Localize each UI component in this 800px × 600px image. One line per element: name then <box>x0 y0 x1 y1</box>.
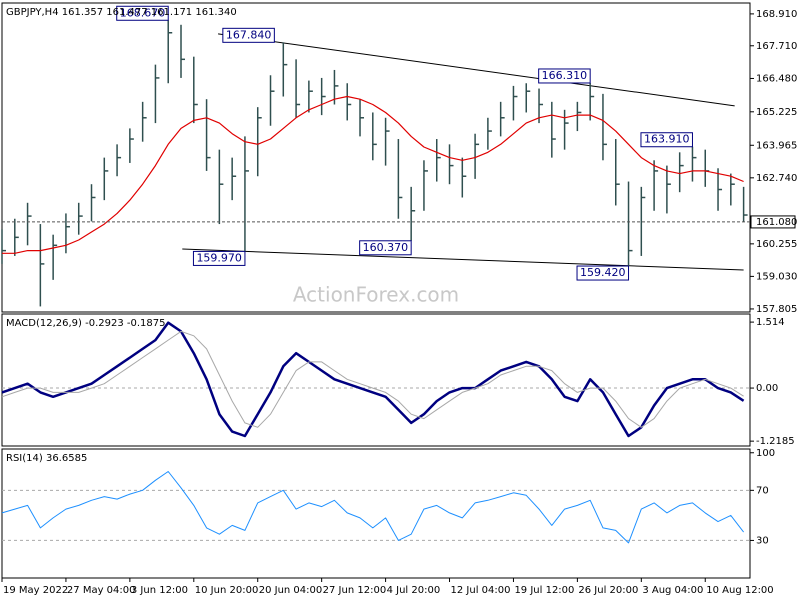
indicator-line <box>1 471 744 544</box>
y-tick-label: 157.805 <box>756 304 797 315</box>
panel-frame <box>1 313 751 447</box>
indicator-line <box>1 330 744 428</box>
current-price-label: 161.080 <box>756 217 797 228</box>
x-tick-label: 10 Aug 12:00 <box>706 585 773 596</box>
y-tick-label: 168.910 <box>756 9 797 20</box>
price-annotation-label: 159.420 <box>580 266 626 279</box>
y-tick-label: 159.030 <box>756 271 797 282</box>
y-tick-label: 165.225 <box>756 107 797 118</box>
price-annotation-label: 159.970 <box>196 251 242 264</box>
y-tick-label: 1.514 <box>756 317 785 328</box>
y-tick-label: 160.255 <box>756 239 797 250</box>
indicator-line <box>1 321 745 438</box>
x-tick-label: 3 Aug 04:00 <box>642 585 703 596</box>
current-price-box <box>750 215 796 229</box>
x-tick-label: 19 May 2022 <box>3 585 68 596</box>
panel-title: RSI(14) 36.6585 <box>6 453 87 464</box>
y-tick-label: 70 <box>756 485 769 496</box>
y-tick-label: 100 <box>756 448 775 459</box>
price-annotation-box <box>359 240 412 256</box>
x-tick-label: 26 Jul 20:00 <box>578 585 638 596</box>
price-annotation-box <box>576 265 630 281</box>
y-tick-label: 0.00 <box>756 383 778 394</box>
panel-title: MACD(12,26,9) -0.2923 -0.1875 <box>6 318 166 329</box>
x-tick-label: 4 Jul 20:00 <box>387 585 441 596</box>
y-tick-label: 166.480 <box>756 73 797 84</box>
x-tick-label: 10 Jun 20:00 <box>195 585 259 596</box>
price-annotation-label: 166.310 <box>542 69 588 82</box>
price-annotation-box <box>222 27 275 43</box>
x-tick-label: 12 Jul 04:00 <box>451 585 511 596</box>
trendline <box>218 33 735 107</box>
price-annotation-label: 168.670 <box>120 6 166 19</box>
price-annotation-label: 160.370 <box>363 241 409 254</box>
price-annotation-box <box>538 68 591 84</box>
price-annotation-box <box>192 250 246 266</box>
x-tick-label: 19 Jul 12:00 <box>514 585 574 596</box>
y-tick-label: 167.710 <box>756 41 797 52</box>
moving-average <box>2 95 744 254</box>
x-tick-label: 20 Jun 04:00 <box>259 585 323 596</box>
price-annotation-label: 163.910 <box>644 133 690 146</box>
panel-frame <box>1 2 751 313</box>
trendline <box>182 248 744 271</box>
watermark: ActionForex.com <box>293 283 459 307</box>
y-tick-label: 30 <box>756 535 769 546</box>
x-tick-label: 27 Jun 12:00 <box>323 585 387 596</box>
y-tick-label: 163.965 <box>756 140 797 151</box>
price-annotation-label: 167.840 <box>226 28 272 41</box>
x-tick-label: 27 May 04:00 <box>67 585 136 596</box>
price-annotation-box <box>116 5 169 21</box>
y-tick-label: -1.2185 <box>756 436 795 447</box>
price-annotation-box <box>640 132 693 148</box>
panel-title: GBPJPY,H4 161.357 161.477 161.171 161.34… <box>6 7 237 18</box>
panel-frame <box>1 448 751 579</box>
x-tick-label: 3 Jun 12:00 <box>131 585 188 596</box>
y-tick-label: 162.740 <box>756 173 797 184</box>
